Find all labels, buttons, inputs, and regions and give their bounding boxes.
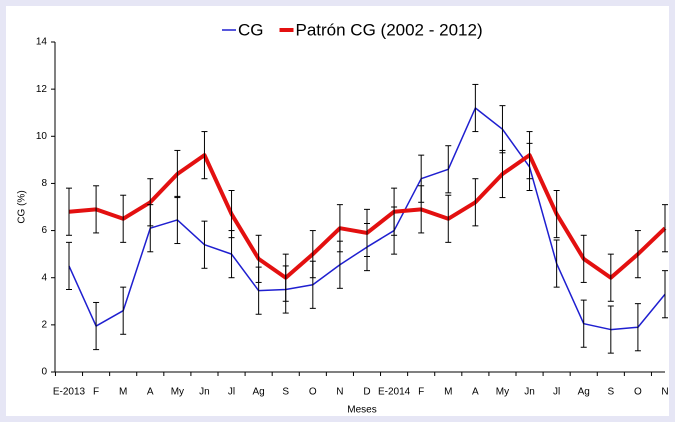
y-tick-label: 2 [41, 319, 47, 330]
error-bar [120, 194, 127, 243]
error-bar [93, 301, 100, 351]
error-bar [553, 239, 560, 288]
x-tick-label: M [444, 387, 452, 398]
x-tick-label: N [661, 387, 668, 398]
error-bar [662, 270, 668, 319]
y-tick-label: 8 [41, 178, 47, 189]
error-bar [607, 253, 614, 302]
error-bar [634, 230, 641, 279]
error-bar [634, 303, 641, 352]
error-bar [553, 190, 560, 239]
error-bar [472, 178, 479, 227]
error-bar [580, 299, 587, 348]
error-bar [364, 208, 370, 257]
x-tick-label: D [363, 387, 370, 398]
error-bar [66, 241, 72, 290]
error-bar [580, 234, 587, 283]
x-tick-label: F [93, 387, 99, 398]
error-bar [445, 145, 452, 194]
chart-background [6, 6, 669, 416]
error-bar [282, 253, 289, 302]
error-bar [309, 230, 316, 279]
x-tick-label: O [309, 387, 317, 398]
error-bar [526, 131, 533, 180]
error-bar [607, 305, 614, 354]
x-tick-label: S [282, 387, 289, 398]
y-axis-label: CG (%) [17, 190, 28, 223]
error-bar [201, 131, 208, 180]
x-tick-label: F [418, 387, 424, 398]
x-tick-label: Ag [578, 387, 590, 398]
error-bar [662, 204, 668, 253]
x-tick-label: E-2014 [378, 387, 411, 398]
y-tick-label: 12 [36, 84, 48, 95]
error-bar [391, 187, 398, 236]
x-tick-label: S [607, 387, 614, 398]
y-tick-label: 10 [36, 131, 48, 142]
error-bar [445, 194, 452, 243]
legend-label: CG [238, 20, 264, 39]
y-tick-label: 4 [41, 272, 47, 283]
x-tick-label: Jl [553, 387, 560, 398]
legend-label: Patrón CG (2002 - 2012) [296, 20, 483, 39]
x-tick-label: Ag [253, 387, 265, 398]
error-bar [93, 185, 100, 234]
x-tick-label: O [634, 387, 642, 398]
x-tick-label: Jl [228, 387, 235, 398]
x-tick-label: My [171, 387, 184, 398]
x-tick-label: Jn [199, 387, 210, 398]
error-bar [418, 185, 425, 234]
error-bar [120, 286, 127, 335]
x-tick-label: A [472, 387, 479, 398]
error-bar [174, 149, 181, 199]
legend: CG Patrón CG (2002 - 2012) [222, 20, 483, 39]
error-bar [255, 234, 262, 283]
error-bar [336, 204, 343, 253]
x-tick-label: A [147, 387, 154, 398]
error-bar [228, 190, 235, 239]
x-tick-label: Jn [524, 387, 535, 398]
x-tick-label: E-2013 [53, 387, 86, 398]
error-bar [66, 187, 72, 236]
error-bar [472, 83, 479, 133]
y-tick-label: 0 [41, 367, 47, 378]
y-tick-label: 6 [41, 225, 47, 236]
x-tick-label: My [496, 387, 509, 398]
x-axis-label: Meses [347, 405, 376, 416]
x-tick-label: N [336, 387, 343, 398]
error-bar [201, 220, 208, 269]
error-bar [147, 178, 154, 227]
y-tick-label: 14 [36, 37, 48, 48]
x-tick-label: M [119, 387, 127, 398]
error-bar [499, 149, 506, 199]
